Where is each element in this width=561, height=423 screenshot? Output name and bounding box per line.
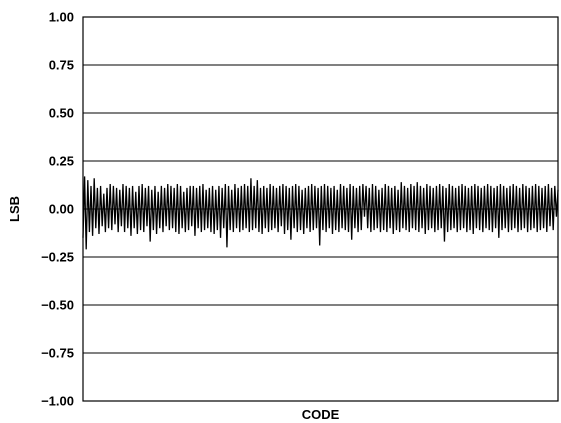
y-tick-label-6: −0.50 (41, 298, 74, 313)
y-tick-label-2: 0.50 (49, 106, 74, 121)
y-tick-labels: 1.00 0.75 0.50 0.25 0.00 −0.25 −0.50 −0.75 −1.00 (41, 10, 74, 409)
plot-frame (82, 16, 559, 402)
dnl-series-line (82, 176, 559, 250)
y-tick-label-3: 0.25 (49, 154, 74, 169)
y-tick-label-4: 0.00 (49, 202, 74, 217)
y-tick-label-0: 1.00 (49, 10, 74, 25)
y-tick-label-8: −1.00 (41, 394, 74, 409)
x-axis-title: CODE (302, 407, 340, 422)
y-tick-label-7: −0.75 (41, 346, 74, 361)
y-tick-label-1: 0.75 (49, 58, 74, 73)
data-layer (82, 176, 559, 250)
y-axis-title: LSB (7, 196, 22, 222)
y-tick-label-5: −0.25 (41, 250, 74, 265)
